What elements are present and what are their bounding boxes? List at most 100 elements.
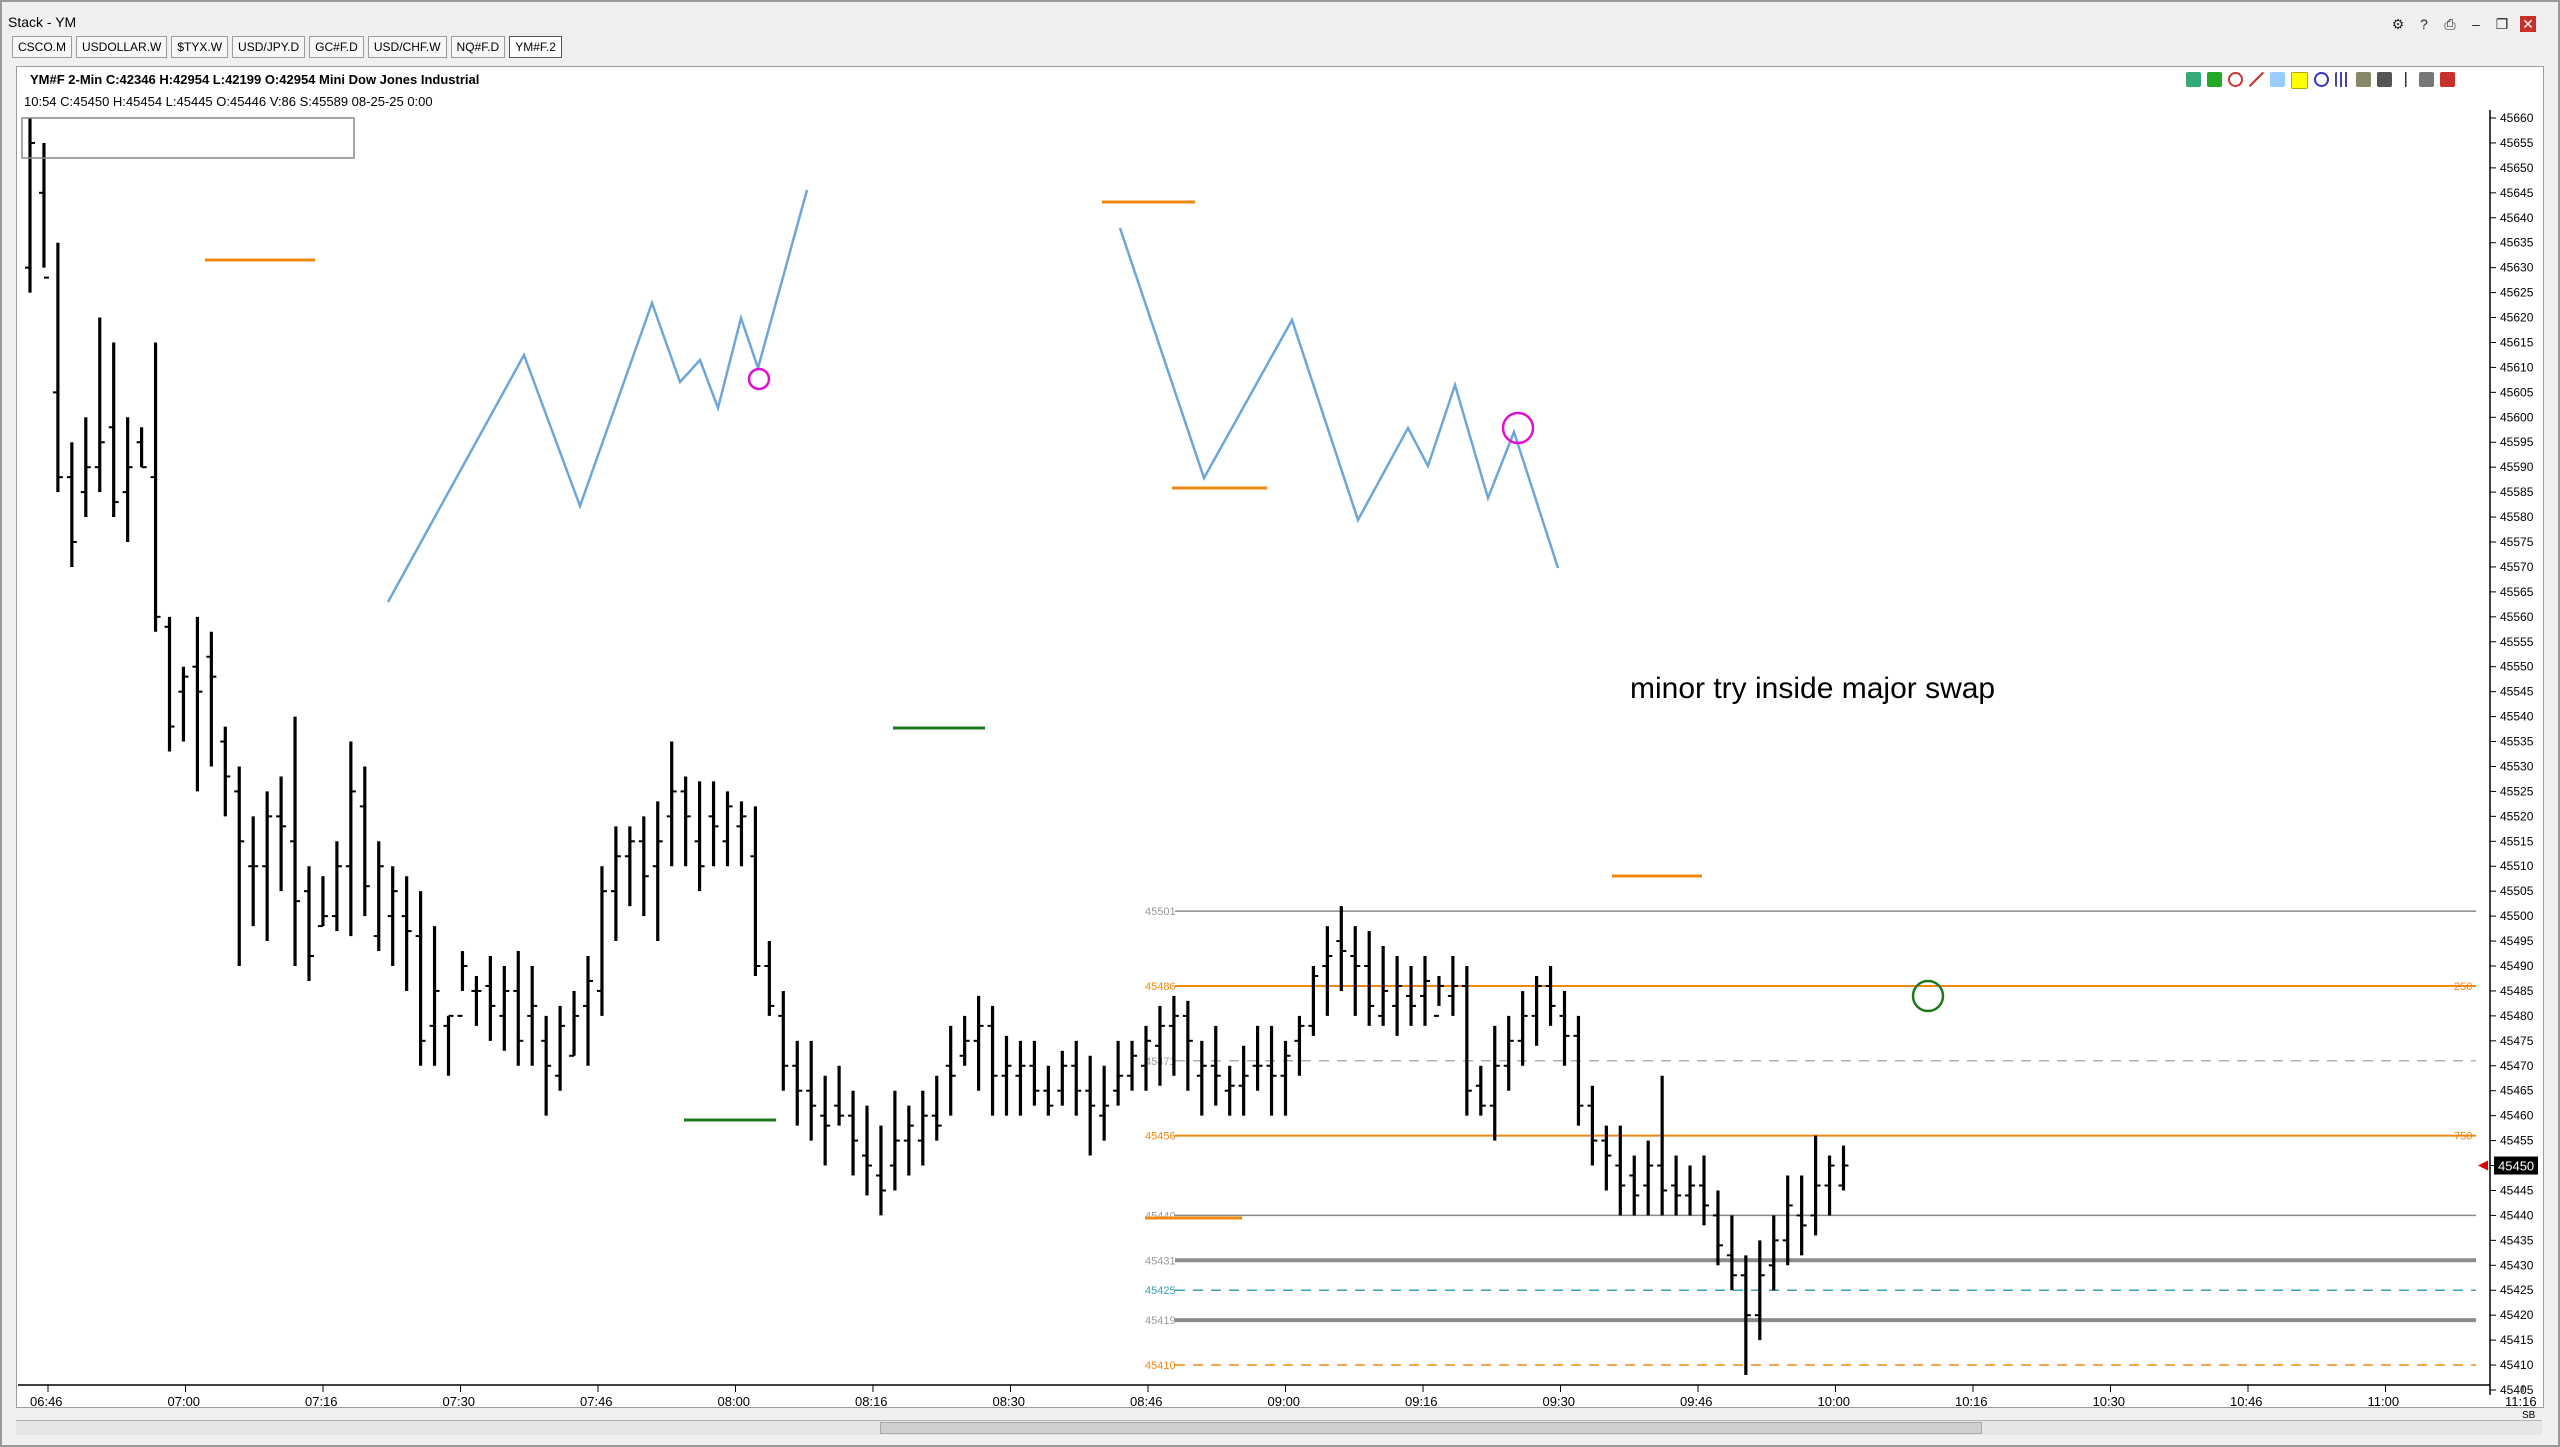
grid-icon[interactable]	[2335, 72, 2350, 87]
minimize-icon[interactable]: –	[2472, 16, 2480, 32]
price-tick-label: 45535	[2500, 735, 2534, 749]
time-tick-label: 06:46	[30, 1394, 63, 1409]
print-icon[interactable]: ⎙	[2444, 16, 2456, 32]
price-tick-label: 45500	[2500, 909, 2534, 923]
circle-tool-icon[interactable]	[2228, 72, 2243, 87]
price-tick-label: 45505	[2500, 884, 2534, 898]
sketch-zigzag-right	[1118, 227, 1560, 569]
symbol-tab[interactable]: CSCO.M	[12, 36, 72, 58]
price-tick-label: 45475	[2500, 1034, 2534, 1048]
price-tick-label: 45620	[2500, 311, 2534, 325]
time-tick-label: 09:46	[1680, 1394, 1713, 1409]
price-tick-label: 45545	[2500, 685, 2534, 699]
level-label: 45431	[1145, 1255, 1176, 1267]
time-tick-label: 08:16	[855, 1394, 888, 1409]
time-tick-label: 10:00	[1818, 1394, 1851, 1409]
symbol-tab[interactable]: USDOLLAR.W	[76, 36, 168, 58]
settings-icon[interactable]: ⚙	[2391, 16, 2405, 32]
price-tick-label: 45650	[2500, 161, 2534, 175]
price-tick-label: 45480	[2500, 1009, 2534, 1023]
time-tick-label: 11:16	[2505, 1394, 2537, 1409]
level-label: 45419	[1145, 1315, 1176, 1327]
level-label: 45425	[1145, 1285, 1176, 1297]
time-tick-label: 07:30	[443, 1394, 476, 1409]
price-tick-label: 45530	[2500, 759, 2534, 773]
magenta-marker-circle	[747, 367, 771, 391]
time-tick-label: 07:00	[168, 1394, 201, 1409]
level-label: 45456	[1145, 1131, 1176, 1143]
drawing-rectangle	[21, 117, 355, 159]
help-icon[interactable]: ?	[2420, 16, 2428, 32]
green-marker-circle	[1911, 979, 1945, 1013]
sketch-zigzag-left	[386, 189, 809, 603]
price-tick-label: 45525	[2500, 784, 2534, 798]
fib-tool-icon[interactable]	[2270, 72, 2285, 87]
time-tick-label: 07:46	[580, 1394, 613, 1409]
symbol-tab[interactable]: YM#F.2	[509, 36, 562, 58]
price-tick-label: 45465	[2500, 1084, 2534, 1098]
price-tick-label: 45615	[2500, 335, 2534, 349]
trash-icon[interactable]	[2377, 72, 2392, 87]
clock-icon[interactable]	[2314, 72, 2329, 87]
window-title: Stack - YM	[8, 14, 77, 30]
price-tick-label: 45445	[2500, 1183, 2534, 1197]
chart-annotation-text: minor try inside major swap	[1630, 672, 1995, 705]
price-tick-label: 45550	[2500, 660, 2534, 674]
level-label: 45440	[1145, 1210, 1176, 1222]
price-tick-label: 45635	[2500, 236, 2534, 250]
chart-header-symbol: YM#F 2-Min C:42346 H:42954 L:42199 O:429…	[30, 72, 480, 87]
level-label: 45501	[1145, 906, 1176, 918]
trend-icon[interactable]	[2207, 72, 2222, 87]
time-tick-label: 08:00	[718, 1394, 751, 1409]
highlight-tool-icon[interactable]	[2291, 72, 2308, 89]
price-tick-label: 45595	[2500, 435, 2534, 449]
price-tick-label: 45540	[2500, 710, 2534, 724]
window-controls: ⚙ ? ⎙ – ❐ ✕	[2390, 16, 2536, 32]
price-tick-label: 45640	[2500, 211, 2534, 225]
price-tick-label: 45460	[2500, 1109, 2534, 1123]
symbol-tab[interactable]: GC#F.D	[309, 36, 364, 58]
symbol-tab[interactable]: USD/JPY.D	[232, 36, 306, 58]
cycle-icon[interactable]	[2186, 72, 2201, 87]
restore-icon[interactable]: ❐	[2495, 16, 2509, 32]
price-tick-label: 45625	[2500, 286, 2534, 300]
price-tick-label: 45495	[2500, 934, 2534, 948]
symbol-tab[interactable]: $TYX.W	[171, 36, 229, 58]
close-icon[interactable]: ✕	[2520, 16, 2536, 32]
lock-icon[interactable]	[2419, 72, 2434, 87]
chart-toolbar	[2186, 72, 2455, 89]
time-tick-label: 10:46	[2230, 1394, 2263, 1409]
price-tick-label: 45590	[2500, 460, 2534, 474]
close-chart-icon[interactable]	[2440, 72, 2455, 87]
price-tick-label: 45570	[2500, 560, 2534, 574]
time-tick-label: 11:00	[2368, 1394, 2400, 1409]
price-tick-label: 45455	[2500, 1134, 2534, 1148]
price-tick-label: 45440	[2500, 1208, 2534, 1222]
price-tick-label: 45630	[2500, 261, 2534, 275]
price-tick-label: 45575	[2500, 535, 2534, 549]
price-tick-label: 45485	[2500, 984, 2534, 998]
price-tick-label: 45645	[2500, 186, 2534, 200]
time-tick-label: 09:00	[1268, 1394, 1301, 1409]
level-right-label: 750	[2454, 1131, 2472, 1143]
symbol-tab[interactable]: NQ#F.D	[450, 36, 506, 58]
price-tick-label: 45510	[2500, 859, 2534, 873]
scrollbar-thumb[interactable]	[880, 1422, 1982, 1434]
last-price-tag-label: 45450	[2498, 1159, 2534, 1174]
line-tool-icon[interactable]	[2249, 72, 2264, 87]
price-tick-label: 45580	[2500, 510, 2534, 524]
chart-window	[16, 66, 2544, 1408]
price-tick-label: 45435	[2500, 1233, 2534, 1247]
fan-icon[interactable]	[2356, 72, 2371, 87]
time-tick-label: 09:30	[1543, 1394, 1576, 1409]
last-price-tag	[2494, 1156, 2538, 1175]
level-label: 45486	[1145, 981, 1176, 993]
price-tick-label: 45560	[2500, 610, 2534, 624]
price-tick-label: 45555	[2500, 635, 2534, 649]
vertical-line-icon[interactable]	[2398, 72, 2413, 87]
level-label: 45410	[1145, 1360, 1176, 1372]
symbol-tab[interactable]: USD/CHF.W	[367, 36, 447, 58]
price-tick-label: 45405	[2500, 1383, 2534, 1397]
time-tick-label: 09:16	[1405, 1394, 1438, 1409]
